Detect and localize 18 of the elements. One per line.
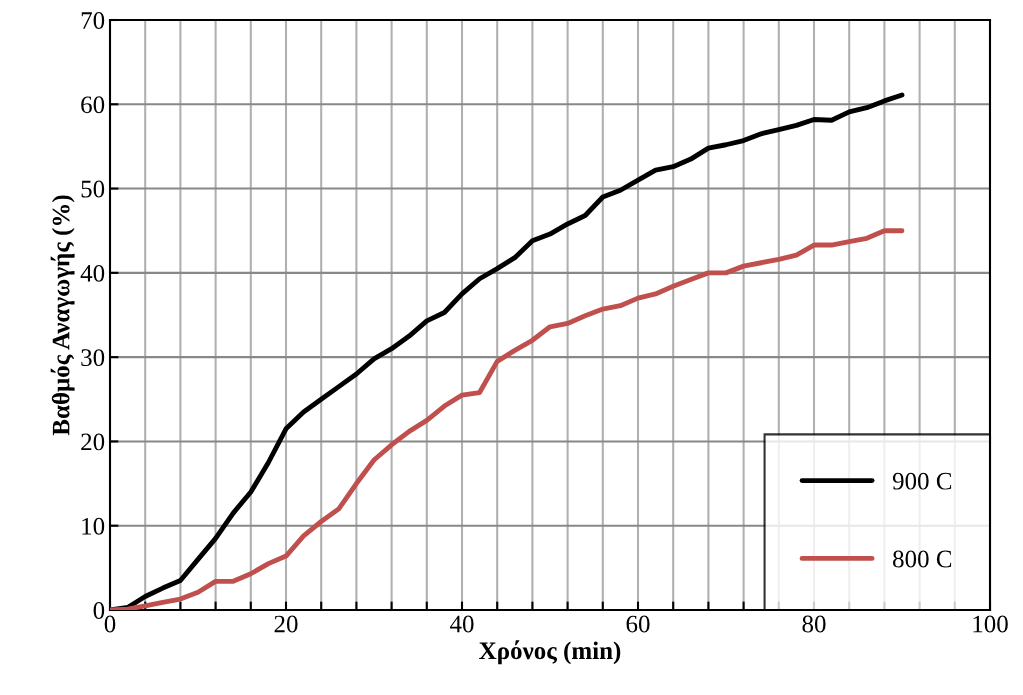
legend-label: 800 C <box>893 550 952 568</box>
x-tick-label: 60 <box>626 615 650 633</box>
y-tick-label: 70 <box>81 12 105 29</box>
y-tick-label: 20 <box>81 433 105 451</box>
x-axis-title: Χρόνος (min) <box>479 640 621 665</box>
x-tick-label: 0 <box>104 615 116 633</box>
x-tick-label: 40 <box>449 615 474 633</box>
y-axis-title: Βαθμός Αναγωγής (%) <box>50 195 75 436</box>
x-tick-label: 80 <box>802 615 826 633</box>
y-tick-label: 10 <box>82 517 105 535</box>
x-tick-label: 100 <box>973 615 1008 633</box>
y-tick-label: 60 <box>81 96 105 114</box>
x-tick-label: 20 <box>274 615 298 633</box>
legend-label: 900 C <box>892 472 952 490</box>
y-tick-label: 0 <box>93 602 105 619</box>
y-tick-label: 50 <box>81 180 105 198</box>
y-tick-label: 30 <box>81 349 105 367</box>
y-tick-label: 40 <box>80 264 105 282</box>
